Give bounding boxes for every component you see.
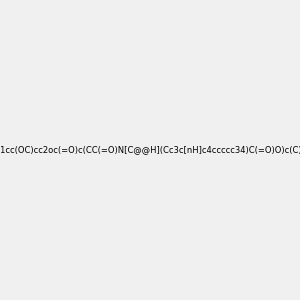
Text: COc1cc(OC)cc2oc(=O)c(CC(=O)N[C@@H](Cc3c[nH]c4ccccc34)C(=O)O)c(C)c12: COc1cc(OC)cc2oc(=O)c(CC(=O)N[C@@H](Cc3c[… (0, 146, 300, 154)
